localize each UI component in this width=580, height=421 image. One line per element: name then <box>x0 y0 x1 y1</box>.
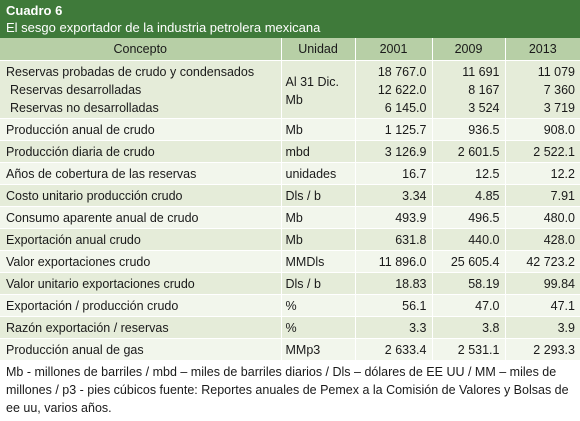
unit-cell: MMDls <box>280 250 355 273</box>
value-cell-2001: 56.1 <box>354 294 432 317</box>
value-cell-2013: 42 723.2 <box>504 250 580 273</box>
table-row: Valor unitario exportaciones crudo Dls / … <box>0 272 580 295</box>
unit-cell: Mb <box>280 206 355 229</box>
value-cell-2009: 47.0 <box>431 294 505 317</box>
table-title-bar: Cuadro 6 El sesgo exportador de la indus… <box>0 0 580 38</box>
value-line: 11 079 <box>537 65 575 79</box>
value-cell-2013: 47.1 <box>504 294 580 317</box>
column-header-concepto: Concepto <box>0 38 281 61</box>
value-cell-2013: 2 522.1 <box>504 140 580 163</box>
table-row: Razón exportación / reservas% 3.3 3.8 3.9 <box>0 316 580 339</box>
concept-cell: Costo unitario producción crudo <box>0 184 281 207</box>
value-cell-2009: 440.0 <box>431 228 505 251</box>
value-cell-2009: 2 531.1 <box>431 338 505 360</box>
value-cell-2009: 3.8 <box>431 316 505 339</box>
value-cell-2001: 2 633.4 <box>354 338 432 360</box>
concept-cell: Producción anual de gas <box>0 338 281 360</box>
concept-line: Reservas probadas de crudo y condensados <box>6 65 255 79</box>
value-cell-2013: 480.0 <box>504 206 580 229</box>
value-cell-2013: 2 293.3 <box>504 338 580 360</box>
value-cell-2001: 3.34 <box>354 184 432 207</box>
table-title: El sesgo exportador de la industria petr… <box>6 20 321 35</box>
concept-cell: Exportación anual crudo <box>0 228 281 251</box>
value-line: 8 167 <box>468 83 500 97</box>
unit-cell: % <box>280 316 355 339</box>
value-line: 3 719 <box>543 101 575 115</box>
unit-line: Mb <box>285 92 303 107</box>
concept-cell: Producción anual de crudo <box>0 118 281 141</box>
value-cell-2009: 11 691 8 167 3 524 <box>431 60 505 119</box>
value-cell-2009: 2 601.5 <box>431 140 505 163</box>
value-line: 12 622.0 <box>377 83 427 97</box>
value-cell-2013: 99.84 <box>504 272 580 295</box>
value-cell-2001: 18 767.0 12 622.0 6 145.0 <box>354 60 432 119</box>
value-cell-2009: 12.5 <box>431 162 505 185</box>
unit-cell: Mb <box>280 228 355 251</box>
table-row: Exportación / producción crudo% 56.1 47.0 4… <box>0 294 580 317</box>
table-label: Cuadro 6 <box>6 3 63 18</box>
unit-cell: Mb <box>280 118 355 141</box>
concept-cell: Exportación / producción crudo <box>0 294 281 317</box>
value-line: 3 524 <box>468 101 500 115</box>
unit-cell: Dls / b <box>280 272 355 295</box>
value-cell-2009: 4.85 <box>431 184 505 207</box>
table-row: Consumo aparente anual de crudo Mb 493.9 49… <box>0 206 580 229</box>
unit-cell: mbd <box>280 140 355 163</box>
unit-cell: % <box>280 294 355 317</box>
table-row-reservas: Reservas probadas de crudo y condensados… <box>0 60 580 119</box>
unit-cell: Dls / b <box>280 184 355 207</box>
value-line: 11 691 <box>462 65 500 79</box>
header-row: Concepto Unidad 2001 2009 2013 <box>0 38 580 61</box>
table-row: Producción diaria de crudo mbd 3 126.9 2 60… <box>0 140 580 163</box>
concept-cell: Consumo aparente anual de crudo <box>0 206 281 229</box>
value-cell-2009: 496.5 <box>431 206 505 229</box>
value-cell-2009: 58.19 <box>431 272 505 295</box>
table-row: Producción anual de gas MMp3 2 633.4 2 531.… <box>0 338 580 360</box>
concept-line: Reservas desarrolladas <box>10 83 142 97</box>
concept-cell: Valor unitario exportaciones crudo <box>0 272 281 295</box>
value-cell-2001: 3.3 <box>354 316 432 339</box>
value-cell-2001: 3 126.9 <box>354 140 432 163</box>
value-line: 7 360 <box>543 83 575 97</box>
value-cell-2001: 16.7 <box>354 162 432 185</box>
concept-cell: Años de cobertura de las reservas <box>0 162 281 185</box>
unit-cell: Al 31 Dic. Mb <box>280 60 355 119</box>
unit-cell: unidades <box>280 162 355 185</box>
table-row: Costo unitario producción crudo Dls / b 3.… <box>0 184 580 207</box>
concept-cell: Producción diaria de crudo <box>0 140 281 163</box>
column-header-2009: 2009 <box>431 38 505 61</box>
column-header-2001: 2001 <box>354 38 432 61</box>
value-cell-2009: 25 605.4 <box>431 250 505 273</box>
column-header-unidad: Unidad <box>280 38 355 61</box>
value-line: 6 145.0 <box>384 101 427 115</box>
value-cell-2001: 1 125.7 <box>354 118 432 141</box>
table-row: Exportación anual crudo Mb 631.8 440.0 428.0 <box>0 228 580 251</box>
value-cell-2013: 908.0 <box>504 118 580 141</box>
column-header-2013: 2013 <box>504 38 580 61</box>
concept-cell: Reservas probadas de crudo y condensados… <box>0 60 281 119</box>
value-cell-2001: 631.8 <box>354 228 432 251</box>
unit-cell: MMp3 <box>280 338 355 360</box>
value-cell-2013: 11 079 7 360 3 719 <box>504 60 580 119</box>
table-row: Valor exportaciones crudo MMDls 11 896.0 25… <box>0 250 580 273</box>
footnote: Mb - millones de barriles / mbd – miles … <box>6 365 569 415</box>
value-cell-2001: 18.83 <box>354 272 432 295</box>
value-cell-2013: 3.9 <box>504 316 580 339</box>
concept-cell: Razón exportación / reservas <box>0 316 281 339</box>
value-cell-2009: 936.5 <box>431 118 505 141</box>
concept-line: Reservas no desarrolladas <box>10 101 159 115</box>
unit-line: Al 31 Dic. <box>285 74 340 89</box>
concept-cell: Valor exportaciones crudo <box>0 250 281 273</box>
value-cell-2013: 428.0 <box>504 228 580 251</box>
value-cell-2001: 11 896.0 <box>354 250 432 273</box>
table-row: Años de cobertura de las reservas unidade… <box>0 162 580 185</box>
value-cell-2001: 493.9 <box>354 206 432 229</box>
value-cell-2013: 12.2 <box>504 162 580 185</box>
value-line: 18 767.0 <box>377 65 427 79</box>
value-cell-2013: 7.91 <box>504 184 580 207</box>
table-row: Producción anual de crudo Mb 1 125.7 936.5 9… <box>0 118 580 141</box>
data-table: Concepto Unidad 2001 2009 2013 Reservas … <box>0 38 580 360</box>
